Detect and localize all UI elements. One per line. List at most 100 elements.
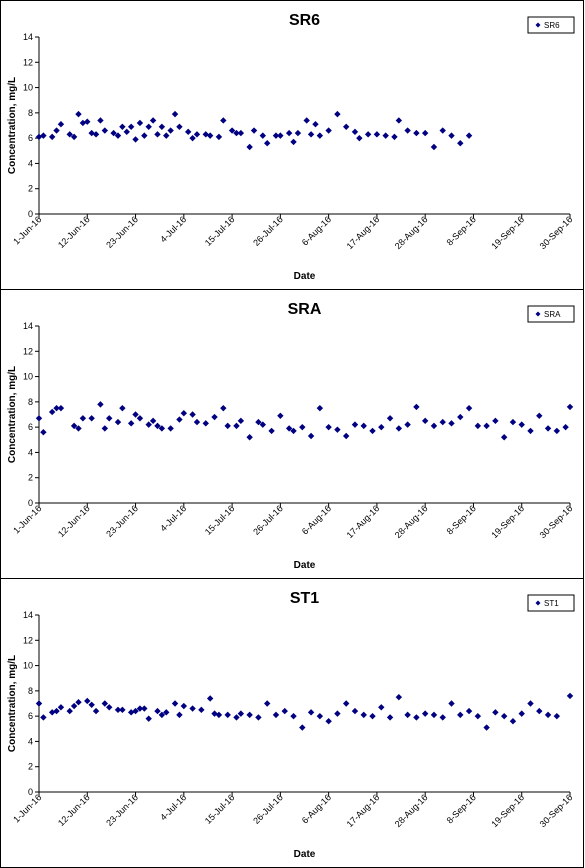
data-point — [334, 110, 341, 118]
x-tick-label-group: 8-Sep-16 — [445, 214, 478, 247]
data-point — [127, 420, 135, 427]
data-point — [40, 429, 47, 436]
chart-title: SRA — [288, 301, 322, 318]
x-tick-label: 1-Jun-16 — [11, 503, 43, 535]
data-point — [430, 422, 438, 430]
data-point — [290, 427, 297, 435]
legend-label: ST1 — [544, 599, 559, 608]
data-point — [88, 701, 95, 708]
data-point — [439, 127, 446, 134]
data-point — [136, 705, 144, 712]
data-point — [382, 132, 389, 139]
data-point — [228, 127, 236, 134]
data-point — [48, 408, 56, 416]
chart-panel-sra: SRA 0 2 4 6 8 10 12 14 1-Jun-16 12-Jun-16 23-Jun-16… — [0, 289, 584, 579]
data-point — [334, 710, 341, 717]
x-tick-label-group: 28-Aug-16 — [393, 503, 430, 540]
data-point — [404, 711, 411, 719]
data-point — [176, 123, 183, 130]
y-tick-label: 6 — [28, 711, 33, 721]
data-point — [106, 415, 113, 422]
data-point — [263, 700, 271, 707]
data-point — [35, 133, 43, 141]
x-tick-label-group: 6-Aug-16 — [300, 214, 333, 247]
x-tick-label-group: 30-Sep-16 — [538, 503, 575, 540]
x-tick-label: 28-Aug-16 — [393, 792, 430, 829]
data-point — [566, 692, 574, 700]
x-tick-label-group: 26-Jul-16 — [251, 214, 285, 248]
x-tick-label-group: 1-Jun-16 — [11, 503, 43, 535]
data-point — [198, 706, 205, 714]
data-point — [448, 132, 455, 139]
y-axis-title: Concentration, mg/L — [7, 655, 18, 752]
data-point — [413, 714, 420, 721]
data-point — [119, 706, 126, 714]
data-point — [448, 700, 455, 707]
data-point — [421, 417, 429, 425]
data-point — [457, 711, 464, 719]
data-point — [171, 700, 179, 707]
data-point — [66, 131, 73, 138]
y-axis-title: Concentration, mg/L — [7, 77, 18, 174]
data-point — [373, 131, 381, 138]
data-point — [97, 401, 104, 408]
legend-marker — [535, 311, 541, 317]
x-tick-label: 17-Aug-16 — [345, 214, 382, 251]
data-point — [246, 434, 253, 441]
x-axis-title: Date — [294, 271, 316, 282]
data-point — [154, 707, 161, 715]
data-point — [57, 704, 65, 711]
data-point — [268, 427, 275, 435]
data-point — [75, 110, 82, 118]
data-point — [158, 425, 166, 432]
chart-panel-sr6: SR6 0 2 4 6 8 10 12 14 1-Jun-16 12-Jun-16 23-Jun-16… — [0, 0, 584, 290]
legend-box — [527, 305, 575, 323]
data-point — [145, 715, 152, 722]
x-tick-label: 4-Jul-16 — [158, 792, 188, 822]
x-tick-label: 8-Sep-16 — [445, 214, 478, 247]
data-point — [342, 432, 350, 440]
x-tick-label: 30-Sep-16 — [538, 214, 575, 251]
data-point — [215, 133, 223, 141]
data-point — [360, 422, 367, 430]
x-tick-label: 19-Sep-16 — [489, 792, 526, 829]
data-point — [316, 712, 324, 720]
data-point — [299, 724, 306, 731]
data-point — [272, 132, 280, 139]
data-point — [79, 415, 87, 422]
chart-panel-st1: ST1 0 2 4 6 8 10 12 14 1-Jun-16 12-Jun-16 23-Jun-16… — [0, 578, 584, 868]
y-tick-label: 12 — [23, 57, 33, 67]
x-tick-label: 26-Jul-16 — [251, 792, 285, 826]
data-point — [136, 415, 144, 422]
data-point — [70, 702, 78, 710]
data-point — [189, 134, 196, 142]
data-point — [395, 693, 403, 701]
data-point — [413, 403, 420, 411]
x-tick-label: 15-Jul-16 — [203, 214, 237, 248]
x-tick-label: 4-Jul-16 — [158, 503, 188, 533]
data-point — [193, 131, 201, 138]
data-point — [171, 110, 179, 118]
x-tick-label-group: 4-Jul-16 — [158, 792, 188, 822]
x-tick-label-group: 26-Jul-16 — [251, 503, 285, 537]
data-point — [474, 422, 482, 430]
data-point — [145, 421, 152, 428]
x-tick-label: 8-Sep-16 — [445, 792, 478, 825]
data-point — [290, 712, 297, 720]
data-point — [351, 128, 359, 136]
data-point — [88, 129, 95, 137]
data-point — [92, 131, 100, 138]
data-point — [303, 117, 310, 124]
x-tick-label: 15-Jul-16 — [203, 503, 237, 537]
y-tick-label: 0 — [28, 787, 33, 797]
legend-label: SR6 — [544, 21, 560, 30]
data-point — [84, 118, 91, 125]
data-point — [224, 711, 231, 719]
chart-sr6: SR6 0 2 4 6 8 10 12 14 1-Jun-16 12-Jun-16 23-Jun-16… — [7, 12, 575, 282]
data-point — [167, 127, 174, 134]
data-point — [395, 117, 403, 124]
x-tick-label: 26-Jul-16 — [251, 214, 285, 248]
x-tick-label: 6-Aug-16 — [300, 503, 333, 536]
chart-title: SR6 — [289, 12, 320, 29]
data-point — [518, 421, 525, 428]
